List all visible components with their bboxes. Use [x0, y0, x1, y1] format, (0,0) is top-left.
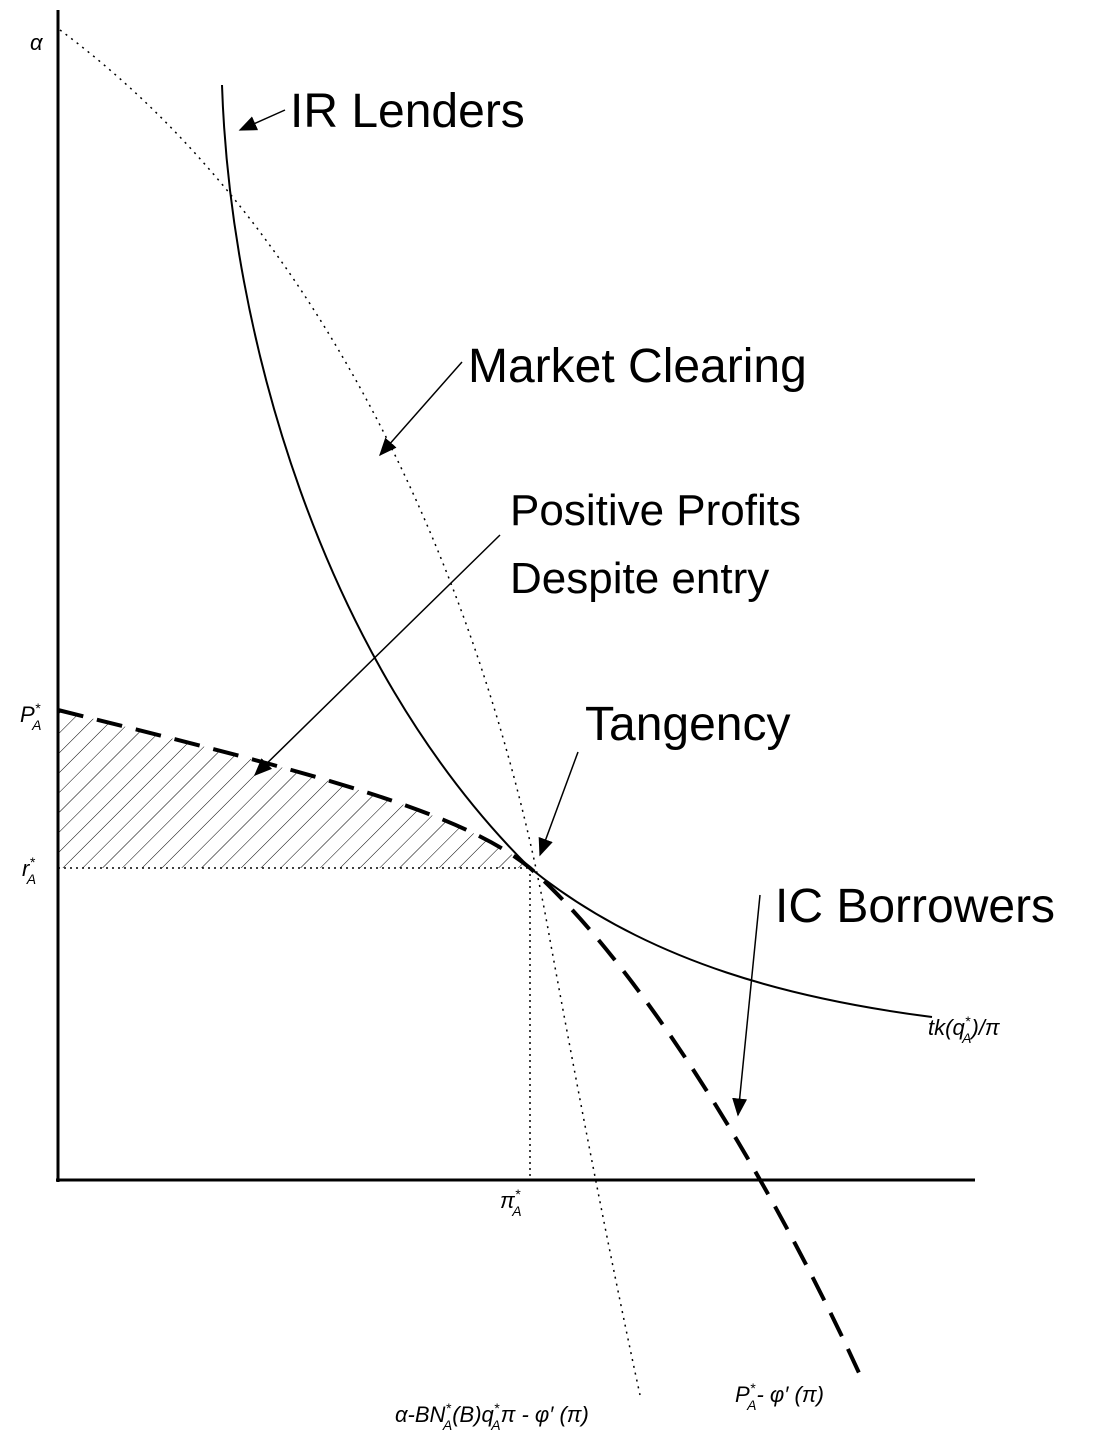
annotation: IC Borrowers: [775, 880, 1055, 933]
label-part: α: [30, 30, 44, 55]
label-part: *: [445, 1400, 451, 1416]
label-part: (B)q: [452, 1402, 494, 1427]
annotation: Positive Profits: [510, 486, 801, 535]
label-part: A: [511, 1203, 521, 1219]
annotation: Tangency: [585, 698, 790, 751]
label-part: *: [494, 1400, 500, 1416]
math-label: tk(q* A)/π: [928, 1013, 1001, 1046]
label-part: - φ′ (π): [756, 1382, 823, 1407]
label-part: A: [31, 717, 41, 733]
label-part: *: [35, 700, 41, 716]
arrow: [538, 751, 579, 857]
label-part: *: [750, 1380, 756, 1396]
label-part: α-BN: [395, 1402, 446, 1427]
math-label: P* A: [20, 700, 41, 733]
annotation: Despite entry: [510, 554, 769, 603]
label-part: P: [20, 702, 35, 727]
arrow: [253, 534, 501, 777]
label-part: A: [961, 1030, 971, 1046]
label-part: A: [746, 1397, 756, 1413]
label-part: *: [515, 1186, 521, 1202]
annotation: IR Lenders: [290, 85, 525, 138]
math-label: α: [30, 30, 44, 55]
label-part: r: [22, 856, 31, 881]
label-part: A: [26, 871, 36, 887]
label-part: *: [29, 854, 35, 870]
profit-region: [58, 710, 530, 868]
market-clearing-curve: [59, 29, 641, 1396]
math-label: r* A: [22, 854, 36, 887]
label-part: )/π: [968, 1015, 1000, 1040]
annotation: Market Clearing: [468, 340, 807, 393]
arrow: [379, 361, 463, 457]
label-part: π - φ′ (π): [501, 1402, 589, 1427]
label-part: tk(q: [928, 1015, 965, 1040]
math-label: P* A- φ′ (π): [735, 1380, 824, 1413]
arrow: [732, 894, 761, 1117]
ir-curve: [221, 84, 933, 1018]
label-part: A: [490, 1417, 500, 1433]
math-label: α-BN* A(B)q* Aπ - φ′ (π): [395, 1400, 589, 1433]
label-part: A: [442, 1417, 452, 1433]
ic-curve: [57, 708, 862, 1376]
label-part: P: [735, 1382, 750, 1407]
label-part: *: [965, 1013, 971, 1029]
label-part: π: [500, 1188, 516, 1213]
arrow: [238, 109, 286, 131]
math-label: π* A: [500, 1186, 522, 1219]
